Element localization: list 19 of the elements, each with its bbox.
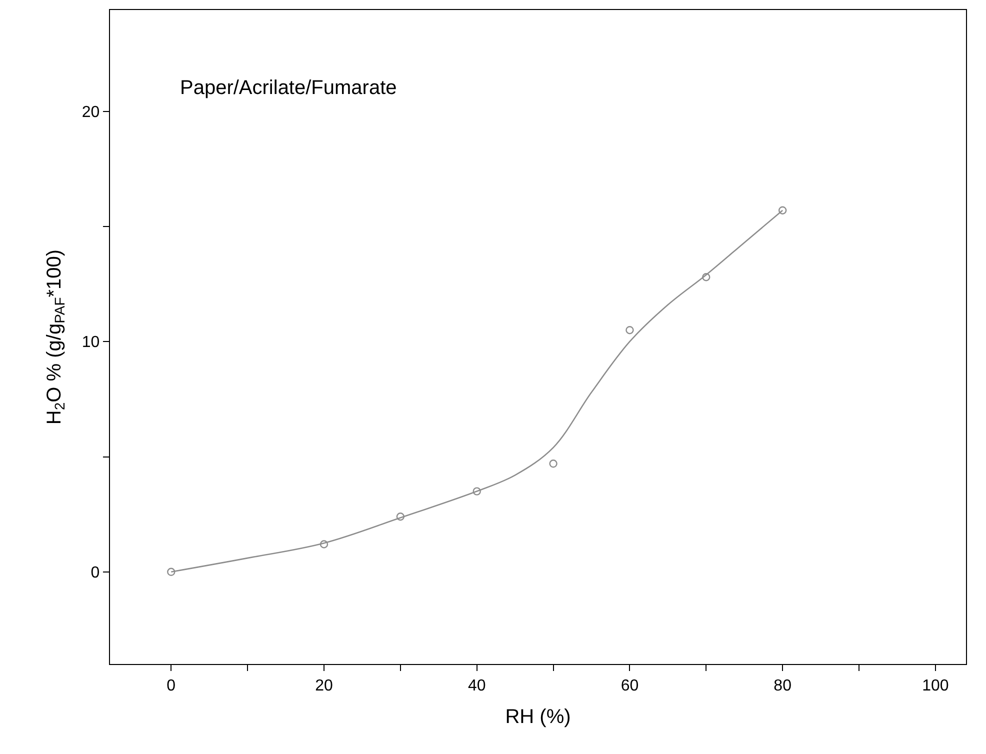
annotation: Paper/Acrilate/Fumarate (180, 77, 397, 99)
y-tick-label: 0 (90, 564, 100, 582)
point (702, 273, 710, 282)
x-tick-label: 80 (774, 677, 792, 694)
x-tick-label: 0 (166, 677, 176, 694)
point (626, 326, 634, 334)
x-tick-label: 20 (315, 677, 333, 694)
x-axis-title: RH (%) (505, 706, 571, 728)
point (396, 512, 405, 521)
point (778, 206, 787, 214)
point (167, 568, 176, 576)
y-tick-label: 20 (82, 104, 100, 121)
point (549, 460, 558, 468)
x-tick-label: 100 (922, 677, 949, 694)
x-tick-label: 60 (620, 677, 639, 694)
x-tick-label: 40 (468, 677, 486, 694)
point (320, 540, 328, 548)
point (472, 487, 481, 496)
y-tick-label: 10 (82, 334, 100, 352)
